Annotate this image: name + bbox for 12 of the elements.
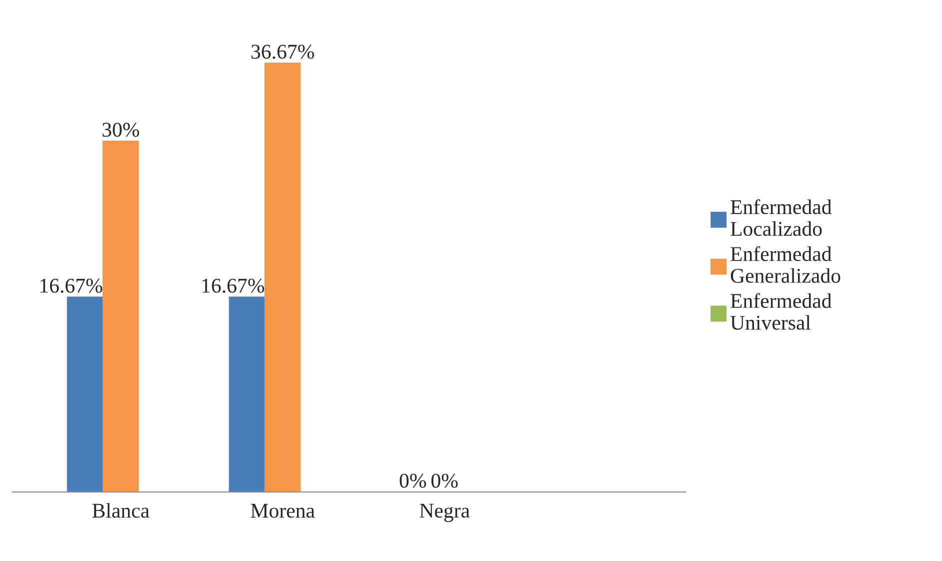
data-label: 16.67% bbox=[40, 278, 102, 293]
data-label: 36.67% bbox=[252, 44, 314, 59]
x-tick-label: Negra bbox=[420, 504, 470, 522]
legend-label: Enfermedad Generalizado bbox=[730, 246, 840, 283]
data-label: 30% bbox=[102, 122, 140, 137]
data-label: 0% bbox=[431, 474, 458, 488]
data-label: 16.67% bbox=[202, 278, 264, 293]
legend-label: Enfermedad Localizado bbox=[730, 199, 832, 236]
legend-label: Enfermedad Universal bbox=[730, 293, 832, 330]
x-tick-label: Blanca bbox=[92, 503, 150, 518]
x-tick-label: Morena bbox=[250, 504, 315, 518]
data-label: 0% bbox=[400, 474, 426, 488]
